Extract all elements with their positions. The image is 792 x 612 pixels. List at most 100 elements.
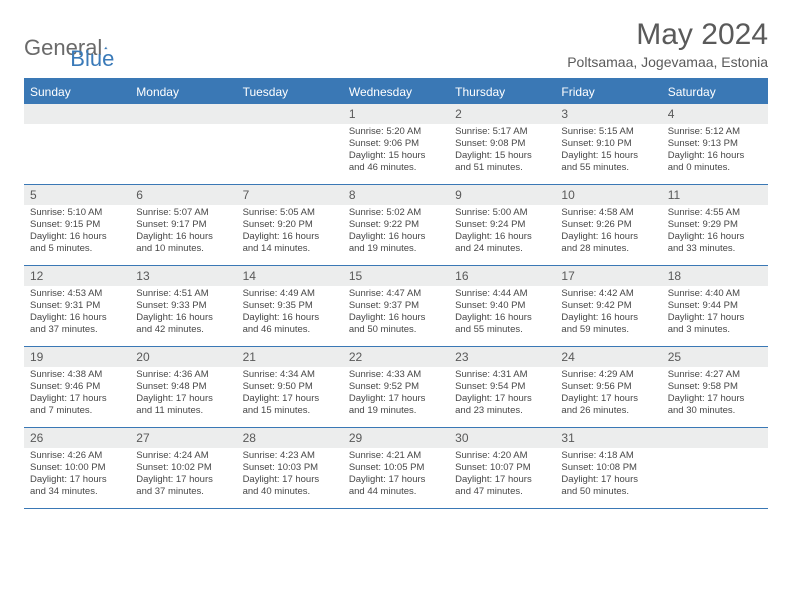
day-header: Sunday <box>24 80 130 104</box>
day-number: 11 <box>662 185 768 205</box>
day-cell: 26Sunrise: 4:26 AMSunset: 10:00 PMDaylig… <box>24 428 130 508</box>
daylight: Daylight: 17 hours and 3 minutes. <box>668 312 762 336</box>
day-info: Sunrise: 4:47 AMSunset: 9:37 PMDaylight:… <box>343 288 449 336</box>
day-header-row: Sunday Monday Tuesday Wednesday Thursday… <box>24 80 768 104</box>
sunrise: Sunrise: 4:21 AM <box>349 450 443 462</box>
sunrise: Sunrise: 4:55 AM <box>668 207 762 219</box>
day-header: Monday <box>130 80 236 104</box>
sunrise: Sunrise: 5:17 AM <box>455 126 549 138</box>
day-info: Sunrise: 4:53 AMSunset: 9:31 PMDaylight:… <box>24 288 130 336</box>
sunset: Sunset: 9:17 PM <box>136 219 230 231</box>
daylight: Daylight: 17 hours and 44 minutes. <box>349 474 443 498</box>
day-number: 17 <box>555 266 661 286</box>
day-info: Sunrise: 4:49 AMSunset: 9:35 PMDaylight:… <box>237 288 343 336</box>
day-cell: 13Sunrise: 4:51 AMSunset: 9:33 PMDayligh… <box>130 266 236 346</box>
day-cell: 12Sunrise: 4:53 AMSunset: 9:31 PMDayligh… <box>24 266 130 346</box>
sunset: Sunset: 9:52 PM <box>349 381 443 393</box>
day-cell: 25Sunrise: 4:27 AMSunset: 9:58 PMDayligh… <box>662 347 768 427</box>
week-row: 5Sunrise: 5:10 AMSunset: 9:15 PMDaylight… <box>24 185 768 266</box>
day-number: 14 <box>237 266 343 286</box>
day-number: 2 <box>449 104 555 124</box>
day-cell: 30Sunrise: 4:20 AMSunset: 10:07 PMDaylig… <box>449 428 555 508</box>
day-cell: 8Sunrise: 5:02 AMSunset: 9:22 PMDaylight… <box>343 185 449 265</box>
day-number: 20 <box>130 347 236 367</box>
daylight: Daylight: 17 hours and 23 minutes. <box>455 393 549 417</box>
sunset: Sunset: 9:26 PM <box>561 219 655 231</box>
day-cell: 24Sunrise: 4:29 AMSunset: 9:56 PMDayligh… <box>555 347 661 427</box>
day-number: 6 <box>130 185 236 205</box>
sunset: Sunset: 9:50 PM <box>243 381 337 393</box>
daylight: Daylight: 16 hours and 59 minutes. <box>561 312 655 336</box>
day-number: 31 <box>555 428 661 448</box>
day-number: 19 <box>24 347 130 367</box>
daylight: Daylight: 17 hours and 47 minutes. <box>455 474 549 498</box>
day-info: Sunrise: 5:17 AMSunset: 9:08 PMDaylight:… <box>449 126 555 174</box>
day-cell: 29Sunrise: 4:21 AMSunset: 10:05 PMDaylig… <box>343 428 449 508</box>
sunrise: Sunrise: 4:40 AM <box>668 288 762 300</box>
sunrise: Sunrise: 4:26 AM <box>30 450 124 462</box>
daylight: Daylight: 17 hours and 40 minutes. <box>243 474 337 498</box>
day-info: Sunrise: 4:18 AMSunset: 10:08 PMDaylight… <box>555 450 661 498</box>
sunset: Sunset: 9:35 PM <box>243 300 337 312</box>
day-info: Sunrise: 4:33 AMSunset: 9:52 PMDaylight:… <box>343 369 449 417</box>
day-info: Sunrise: 5:02 AMSunset: 9:22 PMDaylight:… <box>343 207 449 255</box>
sunset: Sunset: 9:15 PM <box>30 219 124 231</box>
sunrise: Sunrise: 4:24 AM <box>136 450 230 462</box>
sunrise: Sunrise: 4:34 AM <box>243 369 337 381</box>
day-cell: 21Sunrise: 4:34 AMSunset: 9:50 PMDayligh… <box>237 347 343 427</box>
day-info: Sunrise: 4:27 AMSunset: 9:58 PMDaylight:… <box>662 369 768 417</box>
calendar: Sunday Monday Tuesday Wednesday Thursday… <box>24 78 768 509</box>
day-cell: 6Sunrise: 5:07 AMSunset: 9:17 PMDaylight… <box>130 185 236 265</box>
daylight: Daylight: 16 hours and 28 minutes. <box>561 231 655 255</box>
daylight: Daylight: 16 hours and 55 minutes. <box>455 312 549 336</box>
sunrise: Sunrise: 4:29 AM <box>561 369 655 381</box>
daylight: Daylight: 17 hours and 26 minutes. <box>561 393 655 417</box>
sunset: Sunset: 10:02 PM <box>136 462 230 474</box>
header: General Blue May 2024 Poltsamaa, Jogevam… <box>24 18 768 72</box>
day-header: Saturday <box>662 80 768 104</box>
day-number: 12 <box>24 266 130 286</box>
day-info: Sunrise: 4:51 AMSunset: 9:33 PMDaylight:… <box>130 288 236 336</box>
daylight: Daylight: 16 hours and 50 minutes. <box>349 312 443 336</box>
sunrise: Sunrise: 4:31 AM <box>455 369 549 381</box>
sunrise: Sunrise: 5:10 AM <box>30 207 124 219</box>
daylight: Daylight: 16 hours and 46 minutes. <box>243 312 337 336</box>
day-number: 24 <box>555 347 661 367</box>
day-info: Sunrise: 4:20 AMSunset: 10:07 PMDaylight… <box>449 450 555 498</box>
day-number: 5 <box>24 185 130 205</box>
sunrise: Sunrise: 5:00 AM <box>455 207 549 219</box>
day-header: Wednesday <box>343 80 449 104</box>
day-info: Sunrise: 5:12 AMSunset: 9:13 PMDaylight:… <box>662 126 768 174</box>
sunset: Sunset: 9:40 PM <box>455 300 549 312</box>
day-cell: 27Sunrise: 4:24 AMSunset: 10:02 PMDaylig… <box>130 428 236 508</box>
day-info: Sunrise: 5:20 AMSunset: 9:06 PMDaylight:… <box>343 126 449 174</box>
daylight: Daylight: 16 hours and 5 minutes. <box>30 231 124 255</box>
day-cell: 23Sunrise: 4:31 AMSunset: 9:54 PMDayligh… <box>449 347 555 427</box>
day-number-empty <box>237 104 343 124</box>
day-number: 8 <box>343 185 449 205</box>
daylight: Daylight: 15 hours and 51 minutes. <box>455 150 549 174</box>
sunrise: Sunrise: 4:58 AM <box>561 207 655 219</box>
sunset: Sunset: 9:44 PM <box>668 300 762 312</box>
day-number: 25 <box>662 347 768 367</box>
day-info: Sunrise: 4:23 AMSunset: 10:03 PMDaylight… <box>237 450 343 498</box>
sunset: Sunset: 9:33 PM <box>136 300 230 312</box>
day-info: Sunrise: 4:26 AMSunset: 10:00 PMDaylight… <box>24 450 130 498</box>
day-cell: 9Sunrise: 5:00 AMSunset: 9:24 PMDaylight… <box>449 185 555 265</box>
daylight: Daylight: 17 hours and 19 minutes. <box>349 393 443 417</box>
day-info: Sunrise: 4:24 AMSunset: 10:02 PMDaylight… <box>130 450 236 498</box>
day-number: 10 <box>555 185 661 205</box>
daylight: Daylight: 16 hours and 24 minutes. <box>455 231 549 255</box>
sunset: Sunset: 9:13 PM <box>668 138 762 150</box>
daylight: Daylight: 16 hours and 10 minutes. <box>136 231 230 255</box>
sunset: Sunset: 10:08 PM <box>561 462 655 474</box>
sunrise: Sunrise: 4:47 AM <box>349 288 443 300</box>
day-info: Sunrise: 5:05 AMSunset: 9:20 PMDaylight:… <box>237 207 343 255</box>
daylight: Daylight: 16 hours and 0 minutes. <box>668 150 762 174</box>
day-info: Sunrise: 4:38 AMSunset: 9:46 PMDaylight:… <box>24 369 130 417</box>
sunrise: Sunrise: 4:53 AM <box>30 288 124 300</box>
day-cell: 7Sunrise: 5:05 AMSunset: 9:20 PMDaylight… <box>237 185 343 265</box>
sunset: Sunset: 9:37 PM <box>349 300 443 312</box>
sunset: Sunset: 10:05 PM <box>349 462 443 474</box>
daylight: Daylight: 17 hours and 7 minutes. <box>30 393 124 417</box>
